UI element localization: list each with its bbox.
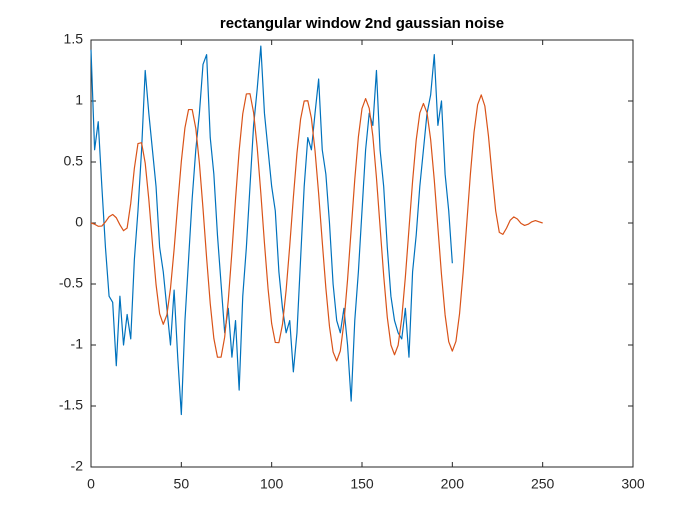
data-line [90, 93, 543, 362]
x-tick-label: 50 [174, 476, 190, 492]
y-tick-label: 0.5 [64, 153, 84, 169]
x-tick-label: 300 [621, 476, 645, 492]
y-tick-label: 1.5 [64, 31, 84, 47]
y-tick-label: -0.5 [59, 275, 83, 291]
y-tick-label: 0 [75, 214, 83, 230]
x-tick-label: 150 [350, 476, 374, 492]
y-tick-label: 1 [75, 92, 83, 108]
plot-box [90, 39, 634, 468]
y-tick-label: -1 [71, 336, 84, 352]
y-tick-label: -2 [71, 458, 84, 474]
x-tick-label: 0 [87, 476, 95, 492]
x-tick-label: 100 [260, 476, 284, 492]
chart-title: rectangular window 2nd gaussian noise [220, 15, 504, 32]
x-tick-label: 200 [441, 476, 465, 492]
y-tick-label: -1.5 [59, 397, 83, 413]
x-tick-label: 250 [531, 476, 555, 492]
data-line [90, 45, 453, 416]
